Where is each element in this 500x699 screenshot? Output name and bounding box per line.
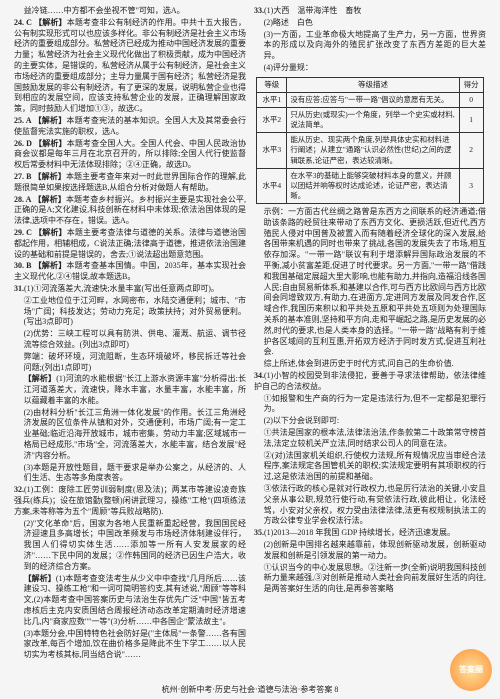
rubric-r1-desc: 只从历史(或现实)一个角度，列举一个史实或材料,说法简单。 [287, 108, 459, 133]
q33-example-text: 一方面古代丝绸之路曾是东西方之间联系的经济通道;借助该条路的经贸往来带动了东西方… [264, 207, 486, 356]
q35-a1: (1)2013—2018 年我国 GDP 持续增长，经济迅速发展。 [264, 528, 455, 537]
q34-a1: (1)小智的校园受到非法侵犯，要善于寻求法律帮助，依法律维护自己的合法权益。 [254, 371, 486, 391]
q33-num: 33. [254, 6, 264, 15]
q32-ex: 【解析】(1)本题考查变法考生从少义中中查找"几月所后……该建设习、操练工枪"和… [14, 574, 246, 628]
q24-num: 24. C [14, 18, 32, 27]
q32-a2: (2)"文化革命"后，国家为各地人民重新重起经营，我国国民经济迎速且多高增长；中… [14, 519, 246, 573]
q31: 31.(1)①河流落差大,流速快;水量丰富(写出任意两点即可)。 [14, 284, 246, 295]
q33: 33.(1)大西 温带海洋性 畜牧 [254, 6, 486, 17]
q35: 35.(1)2013—2018 年我国 GDP 持续增长，经济迅速发展。 [254, 528, 486, 539]
q31-a1: (1)①河流落差大,流速快;水量丰富(写出任意两点即可)。 [24, 284, 219, 293]
q30-num: 30. B [14, 261, 32, 270]
q25-label: 【解析】 [34, 116, 67, 125]
q32-ex1: (1)本题考查变法考生从少义中中查找"几月所后……该建设习、操练工枪"和一词可简… [24, 574, 246, 626]
q32-ex-label: 【解析】 [24, 574, 56, 583]
q27: 27. B 【解析】本题主要考查年来对一时此世界国际合作的理解,此题很简单如果按… [14, 172, 246, 194]
q33-example: 示例：一方面古代丝绸之路曾是东西方之间联系的经济通道;借助该条路的经贸往来带动了… [254, 207, 486, 358]
rubric-r3-score: 3 [459, 168, 483, 203]
q33-a3: (3)一方面，工业革命极大地提高了生产力，另一方面，世界资本的形成以及向海外的殖… [254, 30, 486, 62]
q30: 30. B 【解析】本题考查基本国情。中国，2035年，基本实现社会主义现代化,… [14, 261, 246, 283]
q26-num: 26. D [14, 139, 32, 148]
q35-num: 35. [254, 528, 264, 537]
q25-num: 25. A [14, 116, 32, 125]
rubric-r1-score: 1 [459, 108, 483, 133]
q31-ex: 【解析】(1)河流的水能根据"长江上游水资源丰富"分析得出:长江河道落差大，流速… [14, 374, 246, 406]
q29-num: 29. C [14, 228, 32, 237]
q35-a2: (2)创新是中国排名越来越靠前，体现创新驱动发展，创新驱动发展和创新是引领发展的… [254, 540, 486, 562]
rubric-r2-level: 水平3 [257, 133, 287, 168]
q28: 28. A 【解析】本题考查乡村振兴。乡村振兴主要是实现社会公平,正确的是A;文… [14, 195, 246, 227]
q32-a1: (1)工例：废除工匠劳训弱制度(思及法)；两某市等建设凌奇族强兵(练兵)；设在旅… [14, 485, 246, 516]
page-footer: 杭州·创新中考·历史与社会·道德与法治·参考答案 8 [0, 685, 500, 696]
rubric-row: 水平1 没有应答;应答与"一带一路"倡议的意愿有无关。 0 [257, 92, 483, 107]
q31-ex1: (1)河流的水能根据"长江上游水资源丰富"分析得出:长江河道落差大，流速快，降水… [24, 374, 246, 405]
q26: 26. D 【解析】本题考查全国人大。全国人代会、中国人民政治协商会议都是每年三… [14, 139, 246, 171]
rubric-h0: 等级 [257, 77, 287, 92]
rubric-r1-level: 水平2 [257, 108, 287, 133]
q28-label: 【解析】 [34, 195, 66, 204]
q34-num: 34. [254, 371, 264, 380]
q34-a2b: ②(对)法国家机关组织,行使权力法规,所有规情况应当审经合法程序,案法规定各国管… [254, 451, 486, 483]
q29: 29. C 【解析】本题主要考查法律与道德的关系。法律与道德治国都起作用，相辅相… [14, 228, 246, 260]
q26-label: 【解析】 [34, 139, 67, 148]
q34-a1b: ①如报警和生产商的行为一定是违法行为,但不一定都是犯罪行为。 [254, 394, 486, 416]
q33-summary: 综上所述,体会到进历史于时代方式,问自己的生命价值. [254, 359, 486, 370]
rubric-r2-score: 2 [459, 133, 483, 168]
rubric-r0-desc: 没有应答;应答与"一带一路"倡议的意愿有无关。 [287, 92, 459, 107]
q24-text: 本题考查非公有制经济的作用。中共十五大报告，公有制实现形式可以也应该多样化。非公… [14, 18, 246, 113]
q31-a2: (2)优势：三峡工程可以具有防洪、供电、灌溉、航运、调节径流等综合效益。(列出3… [14, 329, 246, 351]
q33-a2: (2)略述 白色 [254, 18, 486, 29]
rubric-row: 水平4 在水平3的基础上能够突破材料本身的意义，并顾以团结并响等权时达成论述，论… [257, 168, 483, 203]
rubric-table: 等级 等级描述 得分 水平1 没有应答;应答与"一带一路"倡议的意愿有无关。 0… [256, 77, 483, 204]
q33-a1: (1)大西 温带海洋性 畜牧 [264, 6, 361, 15]
left-column: 益冷链……中方都不会坐视不管"可知，选A。 24. C 【解析】本题考查非公有制… [10, 6, 250, 679]
q30-label: 【解析】 [34, 261, 67, 270]
q31-a2b: 弊端：破坏环境，河流阻断，生态环境破坏，移民拆迁等社会问题;(列出1点即可) [14, 352, 246, 374]
rubric-r0-level: 水平1 [257, 92, 287, 107]
q29-label: 【解析】 [34, 228, 67, 237]
rubric-row: 水平3 能从历史、现实两个角度,列举具体史实和材料进行阐述；从建立"通路"认识必… [257, 133, 483, 168]
q31-ex2: (2)由材料分析"长江三角洲一体化发展"的作用。长江三角洲经济发展的区位条件从镇… [14, 408, 246, 462]
rubric-header-row: 等级 等级描述 得分 [257, 77, 483, 92]
q27-label: 【解析】 [34, 172, 66, 181]
rubric-r2-desc: 能从历史、现实两个角度,列举具体史实和材料进行阐述；从建立"通路"认识必然性(世… [287, 133, 459, 168]
q33-a4intro: (4)评分量规： [254, 63, 486, 74]
q31-a1b: ②工业地位位于江河畔，水网密布，水陆交通便利；城市、"市场"广阔；科技发达；劳动… [14, 296, 246, 328]
q34-a2h: (2)以下分会说到即可: [254, 416, 486, 427]
rubric-h1: 等级描述 [287, 77, 459, 92]
rubric-r3-desc: 在水平3的基础上能够突破材料本身的意义，并顾以团结并响等权时达成论述，论证严密，… [287, 168, 459, 203]
q34: 34.(1)小智的校园受到非法侵犯，要善于寻求法律帮助，依法律维护自己的合法权益… [254, 371, 486, 393]
q31-ex-label: 【解析】 [24, 374, 57, 383]
watermark-badge: 答案圈 [450, 649, 492, 691]
q31-num: 31. [14, 284, 24, 293]
q28-num: 28. A [14, 195, 31, 204]
q32-ex2: (3)本题分会,中国特特色社会防好是("主体局"一条警……各有国家改革,每百个增… [14, 629, 246, 661]
q27-num: 27. B [14, 172, 31, 181]
page-container: 益冷链……中方都不会坐视不管"可知，选A。 24. C 【解析】本题考查非公有制… [0, 0, 500, 681]
q33-example-label: 示例： [264, 207, 288, 216]
q34-a2a: ①共法是国家的根本法,法律法治法,作条款第二十政策常守榜首法,法定立较机关严立法… [254, 428, 486, 450]
rubric-h2: 得分 [459, 77, 483, 92]
q32: 32.(1)工例：废除工匠劳训弱制度(思及法)；两某市等建设凌奇族强兵(练兵)；… [14, 485, 246, 517]
q24: 24. C 【解析】本题考查非公有制经济的作用。中共十五大报告，公有制实现形式可… [14, 18, 246, 115]
q35-a2b: ①认识当今的中心发展思想。②注新一步(全新)说明我国科技创新力量来越强,③对创新… [254, 563, 486, 595]
rubric-r0-score: 0 [459, 92, 483, 107]
rubric-r3-level: 水平4 [257, 168, 287, 203]
q31-ex3: (3)本题是开放性题目，题干要求是举办公案之，从经济的、人们生活、生态等多角度表… [14, 463, 246, 485]
right-column: 33.(1)大西 温带海洋性 畜牧 (2)略述 白色 (3)一方面，工业革命极大… [250, 6, 490, 679]
q32-num: 32. [14, 485, 24, 494]
q24-label: 【解析】 [34, 18, 67, 27]
q34-a2c: ③依法行政的核心是就对行政权力,也是厉行法治的关键,小安且父亲从事公职,规范行使… [254, 484, 486, 527]
rubric-row: 水平2 只从历史(或现实)一个角度，列举一个史实或材料,说法简单。 1 [257, 108, 483, 133]
left-intro: 益冷链……中方都不会坐视不管"可知，选A。 [14, 6, 246, 17]
q25: 25. A 【解析】本题考查宪法的基本知识。全国人大及其常委会行使监督宪法实施的… [14, 116, 246, 138]
